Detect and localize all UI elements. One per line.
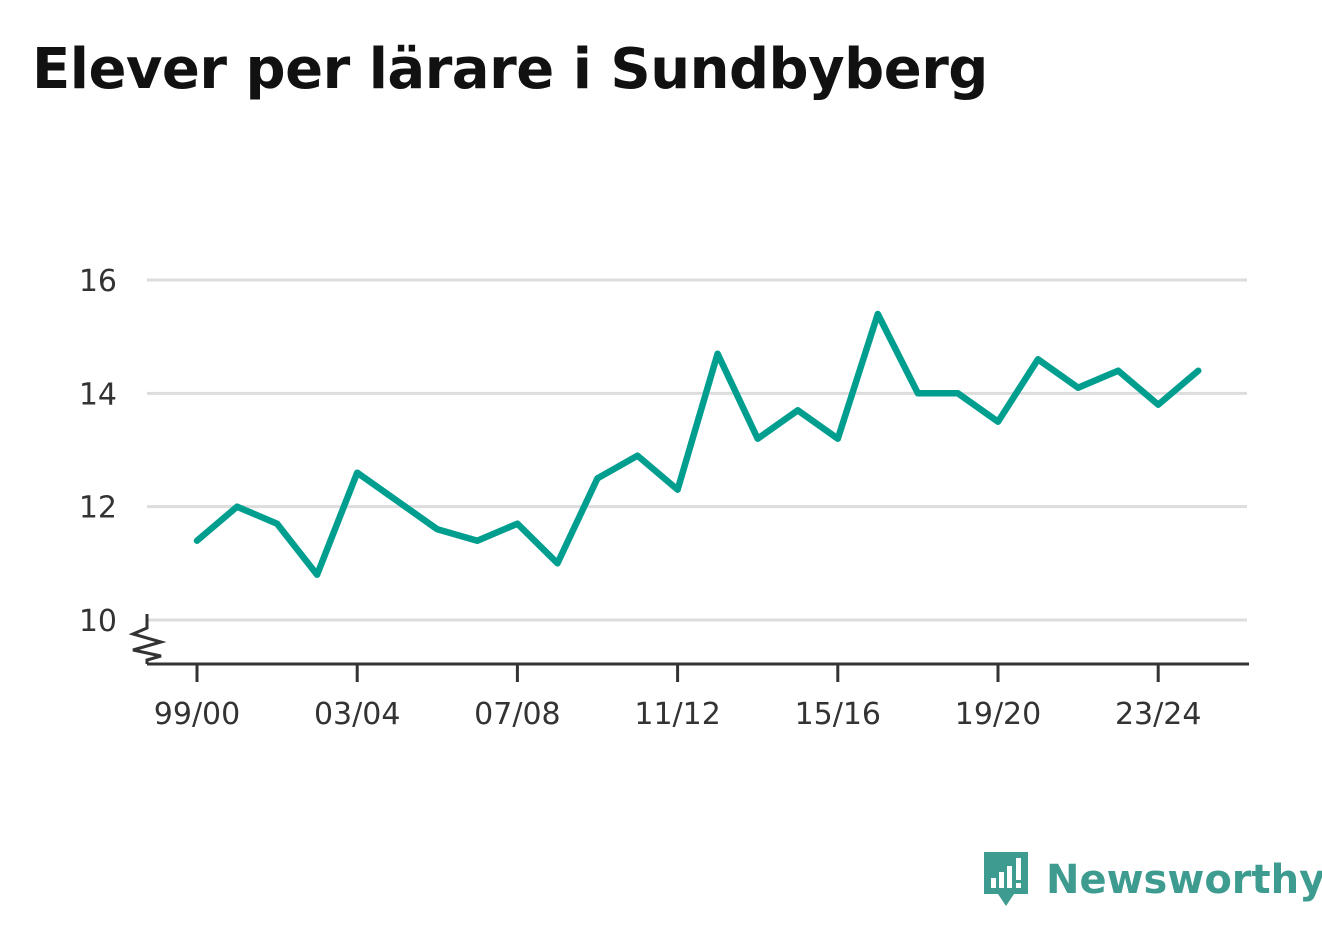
x-tick-label: 03/04	[314, 697, 400, 732]
y-tick-label: 14	[79, 377, 117, 412]
newsworthy-logo-icon	[984, 852, 1028, 906]
x-axis-ticks: 99/00 03/04 07/08 11/12 15/16 19/20 23/24	[154, 664, 1201, 732]
y-axis-tick-labels: 10 12 14 16	[79, 264, 117, 639]
y-tick-label: 10	[79, 604, 117, 639]
x-tick-label: 23/24	[1115, 697, 1201, 732]
axis-break-icon	[128, 614, 167, 664]
chart-title: Elever per lärare i Sundbyberg	[32, 37, 988, 102]
x-tick-label: 11/12	[634, 697, 720, 732]
gridlines	[147, 278, 1247, 622]
x-tick-label: 99/00	[154, 697, 240, 732]
x-tick-label: 15/16	[795, 697, 881, 732]
series-line	[193, 310, 1202, 578]
brand-logo: Newsworthy	[980, 848, 1322, 912]
x-tick-label: 19/20	[955, 697, 1041, 732]
y-tick-label: 12	[79, 491, 117, 526]
series-layer	[193, 310, 1202, 578]
x-tick-label: 07/08	[474, 697, 560, 732]
y-tick-label: 16	[79, 264, 117, 299]
brand-name: Newsworthy	[1046, 857, 1322, 903]
